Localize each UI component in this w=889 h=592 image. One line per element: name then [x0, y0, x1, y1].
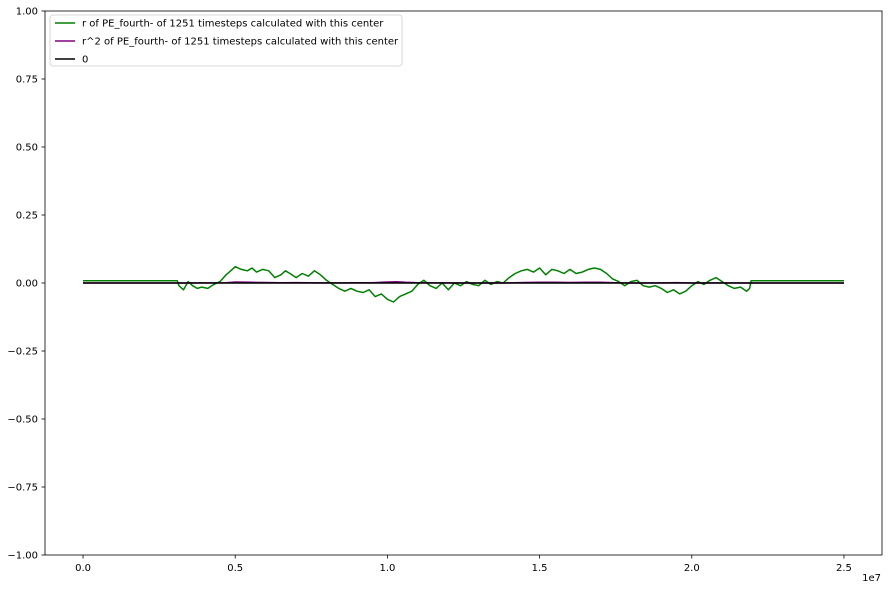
x-tick-label: 0.0 — [75, 563, 91, 574]
x-tick-label: 1.0 — [379, 563, 395, 574]
legend: r of PE_fourth- of 1251 timesteps calcul… — [49, 14, 403, 67]
y-tick-label: −0.25 — [7, 347, 38, 358]
y-tick-label: −0.50 — [7, 415, 38, 426]
legend-label-2: 0 — [82, 55, 88, 66]
y-axis: −1.00 −0.75 −0.50 −0.25 0.00 0.25 0.50 0.75 1.00 — [7, 7, 45, 562]
x-tick-label: 2.0 — [684, 563, 700, 574]
plot-lines — [83, 265, 844, 303]
y-tick-label: −0.75 — [7, 483, 38, 494]
legend-label-0: r of PE_fourth- of 1251 timesteps calcul… — [82, 19, 384, 30]
y-tick-label: 0.50 — [16, 143, 38, 154]
y-tick-label: 0.25 — [16, 211, 38, 222]
x-tick-label: 0.5 — [227, 563, 243, 574]
y-tick-label: 1.00 — [16, 7, 38, 18]
y-tick-label: 0.75 — [16, 75, 38, 86]
x-tick-label: 2.5 — [836, 563, 852, 574]
legend-box — [49, 14, 403, 67]
x-axis: 0.0 0.5 1.0 1.5 2.0 2.5 — [75, 555, 852, 574]
x-offset-label: 1e7 — [862, 573, 881, 584]
legend-label-1: r^2 of PE_fourth- of 1251 timesteps calc… — [82, 37, 399, 48]
x-tick-label: 1.5 — [532, 563, 548, 574]
y-tick-label: 0.00 — [16, 279, 38, 290]
y-tick-label: −1.00 — [7, 551, 38, 562]
series-line-0 — [83, 265, 844, 303]
